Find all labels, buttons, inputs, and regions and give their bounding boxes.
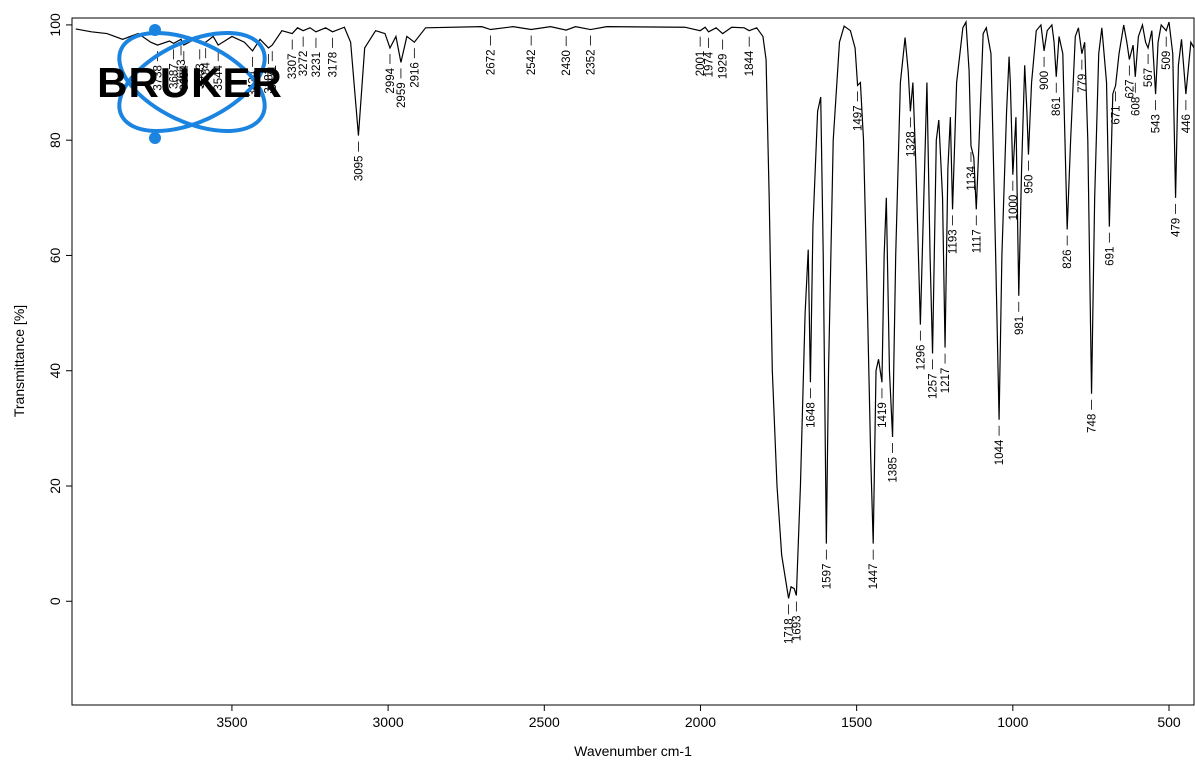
peak-label: 671: [1111, 105, 1123, 124]
peak-label: 1648: [805, 402, 817, 428]
plot-area: [75, 19, 1195, 599]
peak-label: 1117: [971, 229, 983, 253]
peak-label: 3544: [213, 64, 225, 90]
peak-label: 1974: [704, 51, 716, 77]
peak-label: 3371: [267, 65, 279, 91]
peak-label: 3272: [298, 51, 310, 77]
x-tick-label: 1000: [997, 714, 1028, 730]
peak-label: 3231: [311, 52, 323, 78]
y-tick-label: 60: [47, 247, 63, 263]
peak-label: 2542: [526, 50, 538, 76]
x-tick-label: 1500: [841, 714, 872, 730]
plot-frame: [71, 17, 1195, 706]
peak-label: 1193: [948, 229, 960, 254]
peak-label: 567: [1143, 68, 1155, 87]
x-tick-label: 2000: [685, 714, 716, 730]
peak-label: 1296: [915, 345, 927, 371]
peak-label: 779: [1077, 74, 1089, 93]
peak-label: 1693: [791, 615, 803, 641]
peak-label: 1718: [784, 618, 796, 644]
peak-label: 1217: [940, 368, 952, 394]
peak-label: 1328: [905, 131, 917, 157]
peak-label: 2994: [385, 67, 397, 93]
y-tick-label: 80: [47, 132, 63, 148]
logo-text: BRUKER: [97, 59, 283, 106]
peak-label: 748: [1087, 414, 1099, 433]
peak-label: 2916: [409, 62, 421, 88]
peak-label: 3178: [328, 52, 340, 78]
peak-label: 2352: [586, 50, 598, 76]
peak-label: 1597: [821, 564, 833, 590]
peak-label: 1000: [1008, 195, 1020, 221]
x-tick-label: 2500: [529, 714, 560, 730]
peak-label: 2430: [561, 50, 573, 76]
peak-label: 1385: [888, 457, 900, 483]
y-tick-label: 0: [47, 597, 63, 605]
y-tick-label: 40: [47, 363, 63, 379]
x-axis-label: Wavenumber cm-1: [574, 743, 692, 759]
peak-label: 543: [1151, 114, 1163, 133]
spectrum-line: [75, 19, 1195, 599]
peak-label: 479: [1171, 218, 1183, 237]
logo-dot: [149, 24, 161, 36]
peak-label: 3584: [201, 62, 213, 88]
peak-label: 900: [1039, 71, 1051, 90]
logo-orbit: [117, 31, 267, 133]
peak-label: 1044: [994, 439, 1006, 465]
x-tick-label: 3500: [216, 714, 247, 730]
x-tick-label: 3000: [373, 714, 404, 730]
peak-label: 3663: [176, 59, 188, 85]
peak-label: 627: [1124, 79, 1136, 98]
peak-label: 3383: [263, 68, 275, 94]
peak-label: 981: [1014, 316, 1026, 335]
x-tick-label: 500: [1157, 714, 1181, 730]
y-tick-label: 20: [47, 478, 63, 494]
peak-label: 3687: [169, 63, 181, 89]
peak-label: 608: [1130, 97, 1142, 116]
peak-label: 446: [1181, 114, 1193, 133]
logo: BRUKER: [97, 24, 283, 144]
peak-label: 2001: [695, 51, 707, 77]
peak-label: 2959: [396, 82, 408, 108]
peak-label: 861: [1051, 97, 1063, 116]
y-tick-label: 100: [47, 13, 63, 37]
peak-label: 826: [1062, 250, 1074, 269]
peak-label: 2672: [486, 50, 498, 76]
logo-dot: [149, 132, 161, 144]
peak-label: 1134: [966, 165, 978, 190]
peak-label: 3095: [353, 156, 365, 182]
peak-label: 3738: [153, 65, 165, 91]
peak-label: 1497: [853, 105, 865, 131]
y-axis-label: Transmittance [%]: [11, 305, 27, 417]
peak-label: 950: [1023, 175, 1035, 194]
peak-label: 1844: [744, 50, 756, 76]
peak-label: 691: [1104, 247, 1116, 266]
peak-label: 509: [1161, 51, 1173, 70]
peak-label: 1447: [868, 564, 880, 590]
peak-label: 1929: [718, 54, 730, 80]
peak-label: 3654: [179, 64, 191, 90]
peak-label: 3307: [287, 54, 299, 80]
peak-label: 1419: [877, 402, 889, 428]
logo-orbit: [117, 31, 267, 133]
peak-label: 1257: [928, 373, 940, 399]
peak-label: 3603: [195, 63, 207, 89]
